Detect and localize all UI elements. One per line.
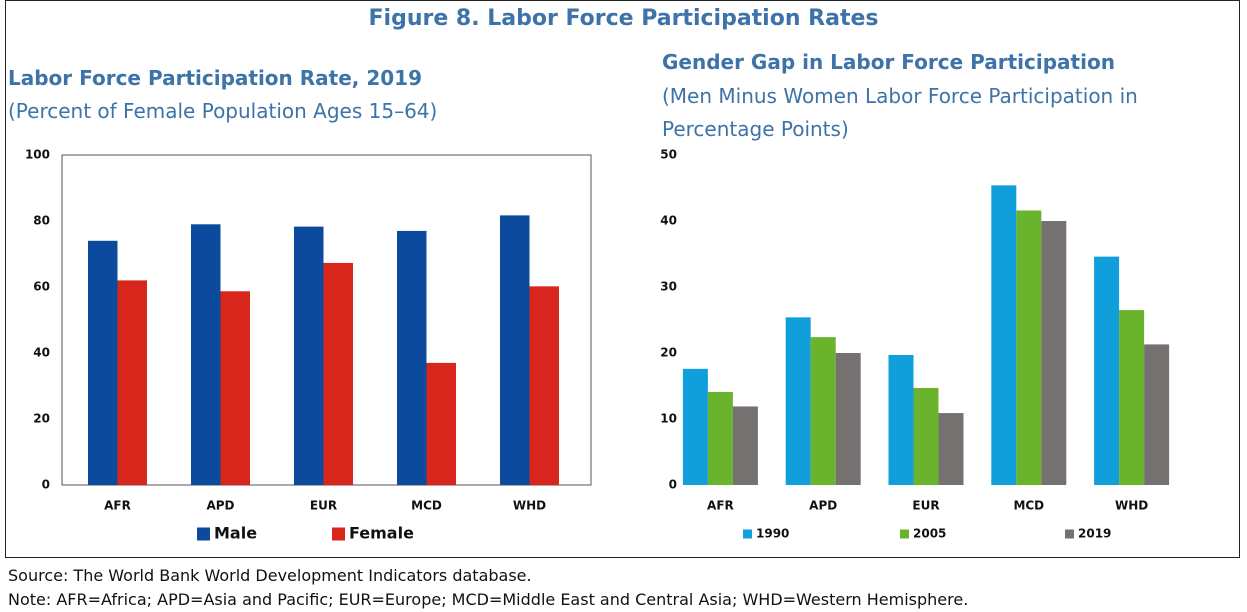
bar <box>888 354 914 485</box>
legend-label: Male <box>214 524 257 543</box>
legend-label: Female <box>349 524 414 543</box>
bar <box>1041 221 1067 485</box>
x-tick-label: APD <box>809 499 837 513</box>
y-tick-label: 40 <box>33 346 50 360</box>
chart-subtitle: (Percent of Female Population Ages 15–64… <box>8 99 438 123</box>
x-tick-label: MCD <box>1013 499 1044 513</box>
legend-label: 2019 <box>1078 527 1111 541</box>
legend-label: 1990 <box>756 527 789 541</box>
bar <box>682 368 708 485</box>
bar <box>785 317 811 485</box>
y-tick-label: 0 <box>669 478 677 492</box>
x-tick-label: WHD <box>1115 499 1148 513</box>
bar <box>220 291 250 485</box>
bar <box>1144 344 1170 485</box>
bar <box>1094 256 1120 485</box>
legend-label: 2005 <box>913 527 946 541</box>
bar <box>938 413 964 485</box>
figure-title: Figure 8. Labor Force Participation Rate… <box>368 6 879 31</box>
legend-swatch <box>900 529 909 539</box>
bar <box>1016 210 1042 485</box>
bar <box>397 230 427 485</box>
y-tick-label: 60 <box>33 280 50 294</box>
bar <box>835 353 861 485</box>
y-tick-label: 80 <box>33 214 50 228</box>
bar <box>323 262 353 485</box>
legend-swatch <box>743 529 752 539</box>
x-tick-label: AFR <box>707 499 734 513</box>
y-tick-label: 20 <box>660 346 677 360</box>
y-tick-label: 20 <box>33 412 50 426</box>
x-tick-label: MCD <box>411 499 442 513</box>
bar <box>500 215 530 485</box>
bar <box>707 391 733 485</box>
bar <box>1119 310 1145 485</box>
bar <box>294 226 324 486</box>
bar <box>732 406 758 485</box>
bar <box>810 337 836 485</box>
source: Source: The World Bank World Development… <box>8 566 532 585</box>
bar <box>191 224 221 486</box>
legend-swatch <box>197 527 210 541</box>
y-tick-label: 30 <box>660 280 677 294</box>
figure-frame <box>5 0 1240 558</box>
chart-subtitle: (Men Minus Women Labor Force Participati… <box>662 84 1138 141</box>
bar <box>529 286 559 485</box>
bar <box>117 280 147 485</box>
x-tick-label: WHD <box>513 499 546 513</box>
bar <box>913 387 939 485</box>
y-tick-label: 0 <box>42 478 50 492</box>
legend-swatch <box>1065 529 1074 539</box>
x-tick-label: APD <box>206 499 234 513</box>
x-tick-label: EUR <box>912 499 939 513</box>
y-tick-label: 100 <box>25 148 50 162</box>
x-tick-label: EUR <box>310 499 337 513</box>
y-tick-label: 40 <box>660 214 677 228</box>
y-tick-label: 10 <box>660 412 677 426</box>
y-tick-label: 50 <box>660 148 677 162</box>
note: Note: AFR=Africa; APD=Asia and Pacific; … <box>8 590 969 609</box>
bar <box>88 240 118 485</box>
chart-title: Labor Force Participation Rate, 2019 <box>8 66 422 90</box>
legend-swatch <box>332 527 345 541</box>
bar <box>991 185 1017 486</box>
x-tick-label: AFR <box>104 499 131 513</box>
bar <box>426 362 456 485</box>
chart-title: Gender Gap in Labor Force Participation <box>662 50 1115 74</box>
